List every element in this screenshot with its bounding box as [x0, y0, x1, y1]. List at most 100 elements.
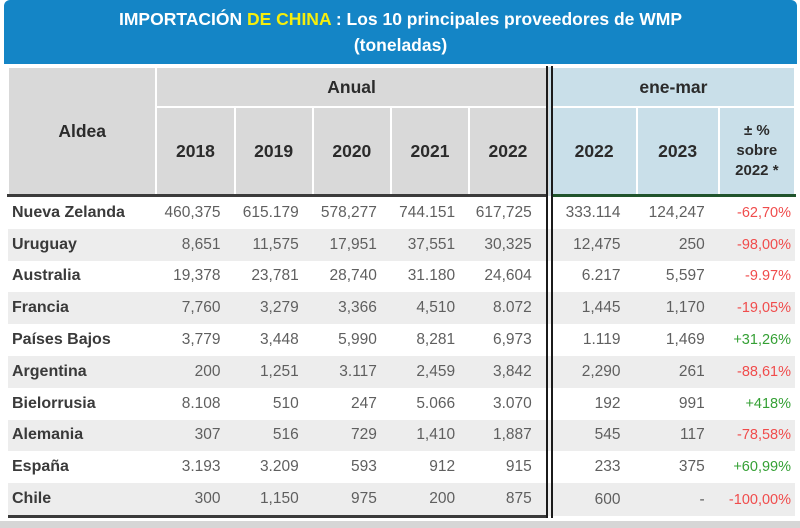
anual-value: 3.193 — [156, 451, 235, 484]
anual-value: 1,251 — [234, 355, 313, 388]
enemar-2022-value: 2,290 — [545, 355, 637, 388]
anual-value: 200 — [156, 355, 235, 388]
column-group-enemar: ene-mar — [545, 66, 796, 108]
country-name: Alemania — [8, 419, 157, 452]
enemar-2022-value: 333.114 — [545, 195, 637, 229]
enemar-2023-value: 261 — [636, 355, 719, 388]
pct-change-value: -9.97% — [718, 260, 795, 293]
pct-change-value: -62,70% — [718, 195, 795, 229]
anual-value: 460,375 — [156, 195, 235, 229]
enemar-2023-value: 5,597 — [636, 260, 719, 293]
anual-value: 307 — [156, 419, 235, 452]
anual-value: 247 — [312, 387, 391, 420]
anual-value: 19,378 — [156, 260, 235, 293]
title-bar: IMPORTACIÓN DE CHINA : Los 10 principale… — [4, 0, 797, 64]
enemar-2022-value: 12,475 — [545, 228, 637, 261]
pct-change-value: -19,05% — [718, 292, 795, 325]
anual-value: 3.117 — [312, 355, 391, 388]
table-row: Nueva Zelanda 460,375 615.179 578,277 744.15… — [8, 195, 795, 229]
anual-value: 8,281 — [390, 324, 470, 356]
table-row: Países Bajos 3,779 3,448 5,990 8,281 6,973 1.1… — [8, 324, 795, 356]
anual-value: 4,510 — [390, 292, 470, 325]
anual-value: 3.070 — [469, 387, 550, 420]
anual-value: 593 — [312, 451, 391, 484]
enemar-2023-value: 250 — [636, 228, 719, 261]
enemar-2022-value: 233 — [545, 451, 637, 484]
anual-value: 510 — [234, 387, 313, 420]
anual-value: 3,779 — [156, 324, 235, 356]
country-name: Nueva Zelanda — [8, 195, 157, 229]
column-header-2019: 2019 — [233, 106, 314, 197]
enemar-2022-value: 1,445 — [545, 292, 637, 325]
header-year-row: 2018 2019 2020 2021 2022 2022 2023 ± % s… — [8, 106, 797, 197]
enemar-2022-value: 192 — [545, 387, 637, 420]
anual-value: 578,277 — [312, 195, 391, 229]
enemar-2022-value: 1.119 — [545, 324, 637, 356]
title-subtitle: (toneladas) — [353, 35, 448, 55]
column-header-2018: 2018 — [155, 106, 236, 197]
table-row: Australia 19,378 23,781 28,740 31.180 24,604 6… — [8, 260, 795, 293]
anual-value: 31.180 — [390, 260, 470, 293]
pct-change-value: +418% — [718, 387, 795, 420]
anual-value: 8.072 — [469, 292, 550, 325]
table-body: Nueva Zelanda 460,375 615.179 578,277 744.15… — [8, 195, 795, 518]
anual-value: 975 — [312, 483, 391, 518]
column-header-enemar-2022: 2022 — [545, 106, 638, 197]
pct-change-value: -100,00% — [718, 483, 795, 517]
country-name: Chile — [8, 483, 157, 518]
country-name: Uruguay — [8, 228, 157, 261]
anual-value: 3,366 — [312, 292, 391, 325]
pct-change-value: -98,00% — [718, 228, 795, 261]
table-row: España 3.193 3.209 593 912 915 233 375 +60,99% — [8, 451, 795, 484]
anual-value: 8,651 — [156, 228, 235, 261]
anual-value: 912 — [390, 451, 470, 484]
enemar-2023-value: - — [636, 483, 719, 517]
enemar-2022-value: 600 — [545, 483, 637, 517]
anual-value: 744.151 — [390, 195, 470, 229]
column-header-2022: 2022 — [468, 106, 551, 197]
title-highlight: DE CHINA — [247, 8, 331, 29]
footer-strip — [0, 521, 800, 528]
header-group-row: Aldea Anual ene-mar — [6, 66, 796, 197]
anual-value: 6,973 — [469, 324, 550, 356]
anual-value: 615.179 — [234, 195, 313, 229]
anual-value: 5.066 — [390, 387, 470, 420]
anual-value: 7,760 — [156, 292, 235, 325]
anual-value: 5,990 — [312, 324, 391, 356]
country-name: España — [8, 451, 157, 484]
country-name: Bielorrusia — [8, 387, 157, 420]
anual-value: 1,150 — [234, 483, 313, 518]
anual-value: 3,279 — [234, 292, 313, 325]
column-header-2021: 2021 — [389, 106, 471, 197]
country-name: Argentina — [8, 355, 157, 388]
table-row: Uruguay 8,651 11,575 17,951 37,551 30,325 12,4… — [8, 228, 795, 261]
anual-value: 17,951 — [312, 228, 391, 261]
enemar-2023-value: 375 — [636, 451, 719, 484]
anual-value: 3,842 — [469, 355, 550, 388]
column-header-country: Aldea — [6, 66, 158, 197]
enemar-2023-value: 991 — [636, 387, 719, 420]
country-name: Francia — [8, 292, 157, 325]
anual-value: 1,410 — [390, 419, 470, 452]
anual-value: 24,604 — [469, 260, 550, 293]
country-name: Australia — [8, 260, 157, 293]
anual-value: 729 — [312, 419, 391, 452]
column-group-anual: Anual — [155, 66, 551, 108]
anual-value: 875 — [469, 483, 550, 518]
anual-value: 200 — [390, 483, 470, 518]
enemar-2023-value: 117 — [636, 419, 719, 452]
anual-value: 28,740 — [312, 260, 391, 293]
table-row: Argentina 200 1,251 3.117 2,459 3,842 2,290 261… — [8, 355, 795, 388]
anual-value: 37,551 — [390, 228, 470, 261]
pct-change-value: +60,99% — [718, 451, 795, 484]
column-header-2020: 2020 — [311, 106, 392, 197]
table-row: Bielorrusia 8.108 510 247 5.066 3.070 192 991 +4… — [8, 387, 795, 420]
title-line-1: IMPORTACIÓN DE CHINA : Los 10 principale… — [4, 6, 797, 32]
column-header-pct-change: ± % sobre 2022 * — [717, 106, 797, 197]
anual-value: 1,887 — [469, 419, 550, 452]
pct-change-value: +31,26% — [718, 324, 795, 356]
anual-value: 3,448 — [234, 324, 313, 356]
anual-value: 8.108 — [156, 387, 235, 420]
title-prefix: IMPORTACIÓN — [118, 8, 243, 29]
